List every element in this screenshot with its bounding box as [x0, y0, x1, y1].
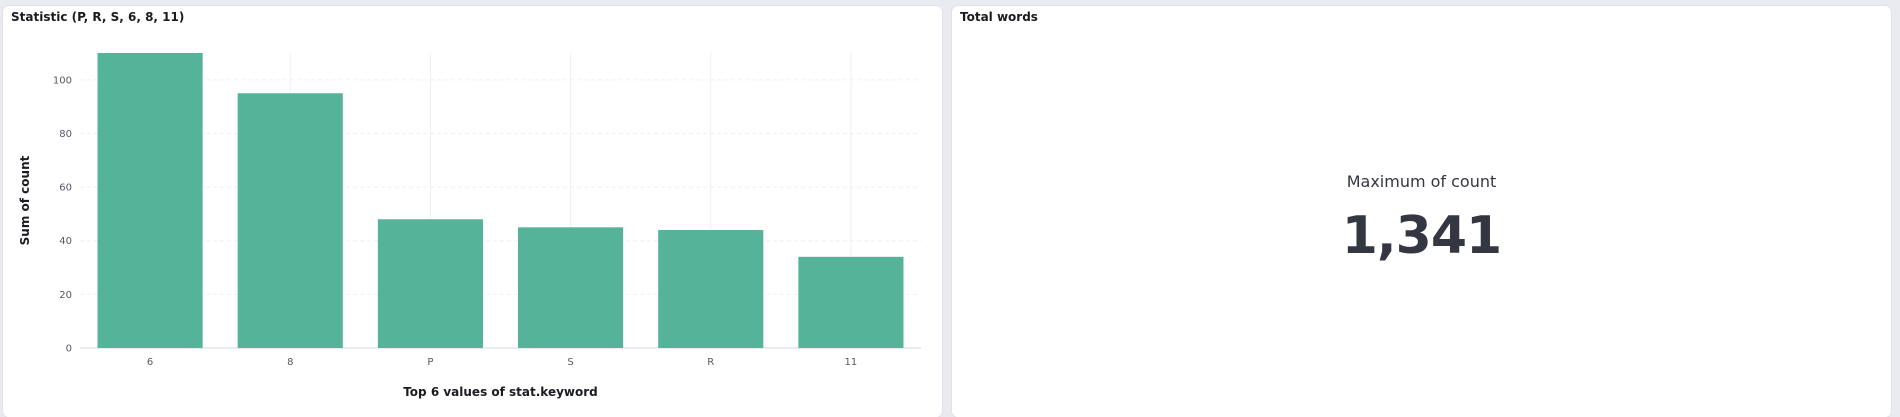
- x-tick-label: R: [707, 357, 714, 368]
- x-tick-label: 6: [147, 357, 153, 368]
- x-tick-label: 8: [287, 357, 293, 368]
- y-tick-label: 20: [59, 290, 72, 301]
- y-tick-label: 60: [59, 183, 72, 194]
- x-tick-label: S: [567, 357, 573, 368]
- panel-title: Statistic (P, R, S, 6, 8, 11): [11, 10, 185, 24]
- metric-value: 1,341: [1341, 206, 1502, 266]
- bar-6[interactable]: [97, 53, 203, 348]
- statistic-panel: Statistic (P, R, S, 6, 8, 11) 0 20 40 60 80 1…: [3, 6, 942, 417]
- total-words-panel: Total words Maximum of count 1,341: [952, 6, 1891, 417]
- bar-R[interactable]: [658, 230, 764, 348]
- metric-label: Maximum of count: [1346, 172, 1497, 191]
- panel-title: Total words: [960, 10, 1038, 24]
- x-axis-title: Top 6 values of stat.keyword: [403, 385, 598, 399]
- x-tick-label: P: [427, 357, 433, 368]
- bar-P[interactable]: [377, 219, 483, 348]
- bar-S[interactable]: [518, 227, 624, 348]
- y-tick-label: 100: [53, 75, 72, 86]
- bar-8[interactable]: [237, 93, 343, 349]
- y-axis-title: Sum of count: [18, 155, 32, 245]
- bar-chart: 0 20 40 60 80 100 6 8 P S R 11 Top 6 values of stat…: [18, 53, 921, 399]
- bar-11[interactable]: [798, 256, 904, 348]
- y-tick-label: 0: [66, 344, 72, 355]
- y-tick-label: 80: [59, 129, 72, 140]
- y-tick-label: 40: [59, 236, 72, 247]
- x-tick-label: 11: [845, 357, 858, 368]
